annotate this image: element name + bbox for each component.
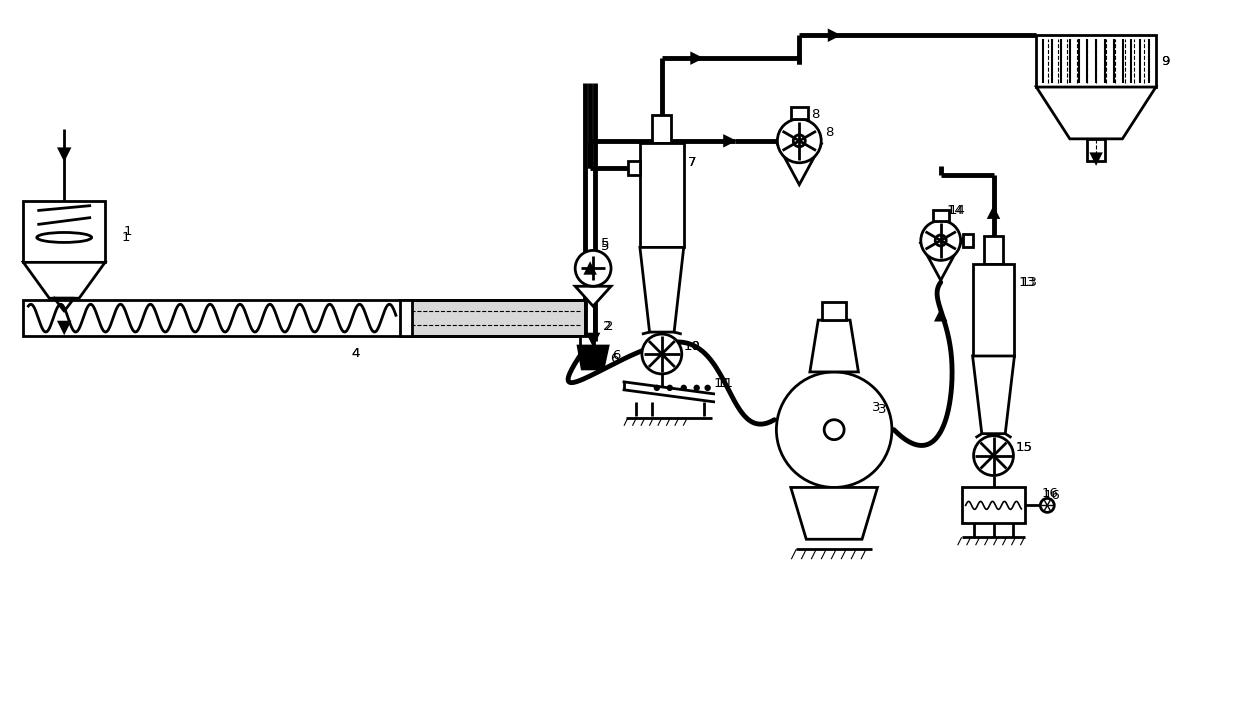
Text: 15: 15 [1016, 441, 1032, 454]
Circle shape [777, 372, 892, 487]
Bar [961, 487, 1026, 523]
Text: 6: 6 [610, 352, 618, 366]
Text: 14: 14 [947, 204, 964, 217]
Circle shape [681, 385, 686, 390]
Polygon shape [989, 208, 997, 218]
Bar [984, 237, 1002, 265]
Bar [580, 336, 595, 358]
Text: 2: 2 [603, 319, 612, 333]
Circle shape [824, 420, 844, 439]
Bar [400, 300, 411, 336]
Text: 16: 16 [1041, 487, 1058, 500]
Ellipse shape [37, 232, 92, 242]
Text: 15: 15 [1016, 441, 1032, 454]
Text: 5: 5 [601, 240, 610, 253]
Polygon shape [579, 346, 608, 369]
Bar [24, 201, 105, 263]
Polygon shape [1036, 87, 1156, 139]
Text: 2: 2 [605, 319, 613, 333]
Circle shape [705, 385, 710, 390]
Bar [790, 107, 808, 119]
Bar [24, 300, 406, 336]
Bar [652, 115, 672, 143]
Text: 11: 11 [716, 378, 733, 390]
Polygon shape [937, 311, 945, 320]
Polygon shape [59, 322, 69, 332]
Bar [1087, 139, 1105, 161]
Text: 1: 1 [124, 225, 133, 238]
Text: 6: 6 [612, 350, 621, 362]
Polygon shape [810, 320, 859, 372]
Polygon shape [777, 144, 821, 185]
Polygon shape [973, 356, 1015, 434]
Bar [639, 143, 684, 247]
Text: 11: 11 [714, 378, 731, 390]
Polygon shape [575, 286, 611, 306]
Polygon shape [790, 487, 877, 539]
Text: 9: 9 [1161, 55, 1170, 67]
Text: 9: 9 [1161, 55, 1170, 67]
Text: 4: 4 [351, 347, 359, 361]
Text: 10: 10 [684, 340, 700, 352]
Polygon shape [51, 311, 77, 330]
Bar [406, 300, 585, 336]
Polygon shape [589, 334, 598, 344]
Text: 5: 5 [601, 237, 610, 250]
Circle shape [694, 385, 699, 390]
Circle shape [654, 385, 659, 390]
Text: 13: 13 [1018, 276, 1036, 289]
Text: 3: 3 [872, 402, 881, 414]
Bar [628, 161, 639, 175]
Polygon shape [586, 265, 595, 273]
Bar [823, 302, 846, 320]
Text: 7: 7 [688, 157, 696, 169]
Text: 8: 8 [812, 108, 820, 121]
Text: 16: 16 [1043, 489, 1061, 502]
Polygon shape [691, 53, 701, 62]
Bar [406, 300, 585, 336]
Polygon shape [921, 244, 960, 280]
Text: 3: 3 [878, 403, 886, 416]
Text: 8: 8 [825, 126, 834, 140]
Circle shape [777, 119, 821, 163]
Bar [973, 265, 1015, 356]
Circle shape [575, 251, 611, 286]
Text: 7: 7 [688, 157, 696, 169]
Circle shape [668, 385, 673, 390]
Polygon shape [59, 149, 69, 159]
Polygon shape [725, 136, 733, 145]
Text: 4: 4 [351, 347, 359, 361]
Bar [963, 234, 973, 247]
Circle shape [793, 135, 805, 147]
Bar [587, 83, 592, 341]
Circle shape [974, 436, 1014, 475]
Circle shape [642, 334, 681, 374]
Text: 14: 14 [949, 204, 965, 217]
Polygon shape [1092, 154, 1100, 163]
Circle shape [921, 220, 960, 260]
Polygon shape [24, 263, 105, 298]
Text: 13: 13 [1021, 276, 1037, 289]
Polygon shape [829, 31, 838, 40]
Circle shape [1041, 498, 1054, 512]
Polygon shape [639, 247, 684, 332]
Bar [933, 210, 949, 220]
Text: 10: 10 [684, 340, 700, 352]
Text: 1: 1 [121, 231, 130, 244]
Circle shape [935, 235, 947, 246]
Bar [1036, 35, 1156, 87]
